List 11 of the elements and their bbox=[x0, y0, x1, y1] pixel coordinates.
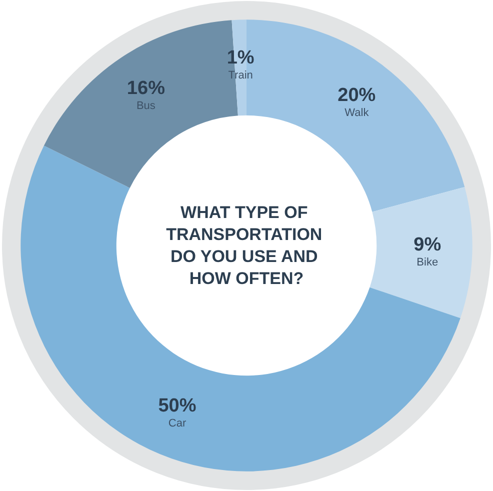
slice-label: Bus bbox=[136, 100, 156, 112]
data-label: 16% bbox=[126, 78, 166, 100]
slice-label: Car bbox=[168, 418, 186, 430]
data-label: 20% bbox=[338, 84, 376, 106]
text: WHAT TYPE OF TRANSPORTATION DO YOU USE AND HOW OFTEN? bbox=[166, 203, 327, 288]
slice-label: Bike bbox=[416, 256, 438, 268]
slice-label: Walk bbox=[344, 106, 370, 119]
data-label: 1% bbox=[226, 48, 254, 69]
data-label: 50% bbox=[158, 396, 196, 417]
data-label: 9% bbox=[414, 234, 442, 256]
slice-label: Train bbox=[228, 70, 253, 82]
